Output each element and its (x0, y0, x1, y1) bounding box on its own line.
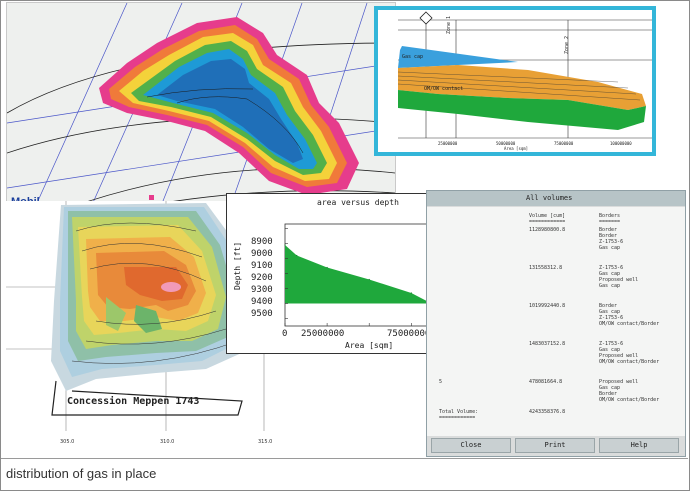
area-versus-depth-chart: area versus depth Depth [ft] Area [sqm] … (226, 193, 458, 354)
volume-row-border: OM/OW contact/Border (599, 359, 660, 365)
zone1-label: Zone 1 (446, 15, 452, 34)
zone-cross-section-panel: Zone 1 Zone 2 Gas cap OM/OW contact 2500… (374, 6, 656, 156)
chart-ytick-label: 9100 (251, 261, 273, 271)
volume-row-border: Proposed well (599, 277, 639, 283)
volume-row-border: Z-1753-6 (599, 341, 624, 347)
cs-xtick-4: 100000000 (610, 141, 632, 146)
total-volume-underline: ============ (439, 415, 476, 421)
volume-row-border: Gas cap (599, 309, 621, 315)
chart-ytick-label: 9200 (251, 273, 273, 283)
column-header-borders-underline: ======= (599, 219, 621, 225)
chart-xlabel: Area [sqm] (345, 341, 394, 350)
window-title: All volumes (526, 194, 573, 202)
chart-ytick-label: 9300 (251, 285, 273, 295)
zone2-label: Zone 2 (564, 35, 570, 54)
close-button[interactable]: Close (431, 438, 511, 453)
caption-divider (1, 458, 688, 459)
well-marker-icon (419, 11, 433, 25)
volume-row-border: Border (599, 227, 618, 233)
volume-row-value: 1483037152.8 (529, 341, 566, 347)
legend-swatch-red (149, 195, 154, 200)
total-volume-value: 4243358376.8 (529, 409, 566, 415)
concession-xtick-1: 305.0 (60, 439, 75, 445)
gas-field-contour-map: Mobil (6, 2, 396, 217)
chart-xtick-label: 25000000 (301, 329, 345, 339)
concession-xtick-2: 310.0 (160, 439, 175, 445)
area-data-point (284, 244, 286, 246)
volume-row-border: OM/OW contact/Border (599, 397, 660, 403)
chart-title: area versus depth (317, 198, 399, 207)
all-volumes-window: All volumes Volume [cum] ============ Bo… (426, 190, 686, 457)
area-data-point (410, 292, 412, 294)
volume-row-border: Border (599, 391, 618, 397)
chart-xtick-label: 0 (282, 329, 288, 339)
concession-xtick-3: 315.0 (258, 439, 273, 445)
figure-caption: distribution of gas in place (6, 466, 157, 481)
concession-map-graphic (6, 201, 281, 431)
volume-row-border: Gas cap (599, 283, 621, 289)
window-titlebar[interactable] (427, 191, 685, 206)
volumes-table: Volume [cum] ============ Borders ======… (427, 207, 685, 436)
volume-row-border: Z-1753-6 (599, 315, 624, 321)
concession-contour-map: 305.0 310.0 315.0 (6, 201, 281, 453)
area-series-fill (285, 245, 432, 304)
print-button[interactable]: Print (515, 438, 595, 453)
chart-ytick-label: 8900 (251, 237, 273, 247)
volume-row-border: Gas cap (599, 245, 621, 251)
volume-row-border: Gas cap (599, 347, 621, 353)
volume-row-index: 5 (439, 379, 443, 385)
volume-row-border: Gas cap (599, 271, 621, 277)
chart-plot-area (284, 223, 446, 327)
volume-row-border: Z-1753-6 (599, 239, 624, 245)
chart-ytick-label: 9000 (251, 249, 273, 259)
volume-row-border: Border (599, 233, 618, 239)
help-button[interactable]: Help (599, 438, 679, 453)
volume-row-border: Proposed well (599, 379, 639, 385)
volume-row-value: 478081664.8 (529, 379, 563, 385)
cs-xtick-2: 50000000 (496, 141, 516, 146)
cs-xtick-1: 25000000 (438, 141, 458, 146)
volume-row-border: Z-1753-6 (599, 265, 624, 271)
chart-ytick-label: 9500 (251, 309, 273, 319)
cs-xlabel: Area [sqm] (504, 146, 529, 151)
volume-row-border: OM/OW contact/Border (599, 321, 660, 327)
concession-name: Concession Meppen 1743 (67, 396, 200, 407)
column-header-volume: Volume [cum] (529, 213, 566, 219)
contact-label: OM/OW contact (424, 86, 464, 92)
chart-ytick-label: 9400 (251, 297, 273, 307)
volume-row-border: Gas cap (599, 385, 621, 391)
volume-row-border: Border (599, 303, 618, 309)
volume-row-border: Proposed well (599, 353, 639, 359)
volume-row-value: 1019992440.8 (529, 303, 566, 309)
area-data-point (296, 254, 298, 257)
volume-row-value: 1128980800.8 (529, 227, 566, 233)
cross-section-graphic (397, 11, 652, 139)
column-header-borders: Borders (599, 213, 621, 219)
area-data-point (326, 266, 328, 269)
contour-map-graphic (7, 3, 395, 216)
chart-xtick-label: 75000000 (387, 329, 431, 339)
gas-cap-label: Gas cap (402, 54, 424, 60)
total-volume-label: Total Volume: (439, 409, 479, 415)
cs-xtick-3: 75000000 (554, 141, 574, 146)
area-data-point (368, 278, 370, 281)
column-header-volume-underline: ============ (529, 219, 566, 225)
volume-row-value: 131558312.8 (529, 265, 563, 271)
